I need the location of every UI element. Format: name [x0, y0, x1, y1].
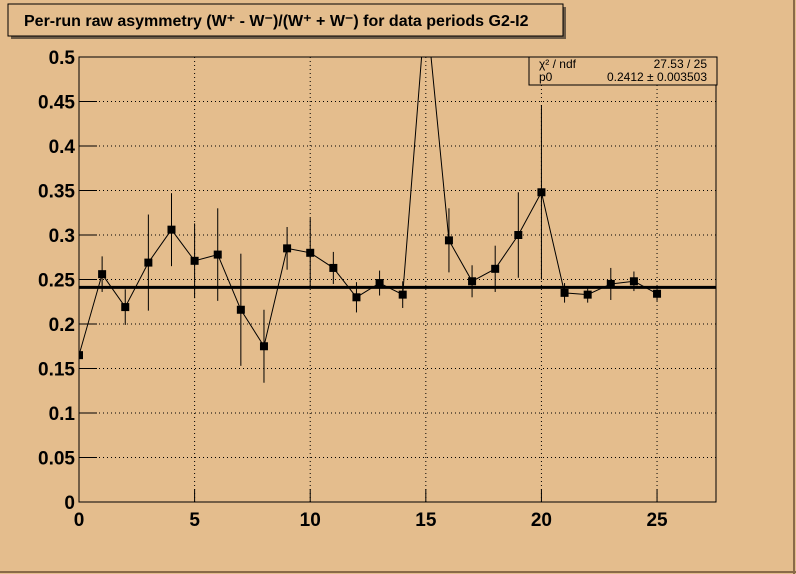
- data-point: [98, 270, 107, 279]
- data-point: [444, 236, 453, 245]
- data-point: [583, 290, 592, 299]
- y-tick-label: 0.5: [49, 48, 76, 69]
- x-tick-label: 25: [646, 510, 668, 531]
- stats-chi2-value: 27.53 / 25: [654, 57, 708, 71]
- y-tick-label: 0: [64, 493, 75, 514]
- stats-param-label: p0: [539, 70, 553, 84]
- y-tick-label: 0.2: [49, 315, 75, 336]
- data-point: [514, 231, 523, 239]
- x-tick-label: 0: [74, 510, 85, 531]
- y-tick-label: 0.25: [38, 271, 75, 292]
- data-point: [629, 277, 638, 286]
- data-point: [560, 288, 569, 297]
- data-point: [352, 293, 361, 302]
- x-tick-label: 5: [189, 510, 200, 531]
- data-point: [468, 277, 477, 286]
- stats-box: [528, 56, 718, 86]
- data-point: [398, 290, 407, 299]
- y-tick-label: 0.3: [49, 226, 75, 247]
- y-tick-label: 0.45: [38, 93, 75, 114]
- stats-chi2-label: χ² / ndf: [539, 57, 577, 71]
- x-tick-label: 20: [531, 510, 552, 531]
- stats-param-value: 0.2412 ± 0.003503: [607, 70, 707, 84]
- y-tick-label: 0.4: [49, 137, 76, 158]
- plot-data: [79, 57, 716, 383]
- chart-title: Per-run raw asymmetry (W⁺ - W⁻)/(W⁺ + W⁻…: [24, 13, 529, 30]
- data-point: [79, 351, 83, 360]
- data-point: [144, 258, 153, 267]
- data-point: [259, 342, 268, 351]
- data-point: [167, 225, 176, 234]
- y-tick-label: 0.15: [38, 360, 75, 381]
- y-tick-label: 0.35: [38, 182, 75, 203]
- data-point: [283, 244, 292, 253]
- data-point: [236, 305, 245, 314]
- series-line: [79, 57, 658, 356]
- y-tick-label: 0.1: [49, 404, 76, 425]
- data-point: [606, 279, 615, 288]
- data-point: [491, 264, 500, 273]
- x-tick-label: 10: [300, 510, 321, 531]
- data-point: [537, 188, 546, 197]
- x-tick-label: 15: [415, 510, 437, 531]
- y-tick-label: 0.05: [38, 449, 75, 470]
- data-point: [121, 303, 130, 312]
- data-point: [375, 279, 384, 288]
- data-point: [190, 256, 199, 265]
- data-point: [329, 263, 338, 272]
- data-point: [213, 250, 222, 259]
- data-point: [653, 289, 662, 298]
- title-box: [7, 3, 564, 37]
- plot-layer: 0 0.05 0.1 0.15 0.2 0.25 0.3 0.35 0.4 0.45 0.5 0 5 10…: [38, 48, 716, 531]
- plot-frame: [78, 56, 717, 503]
- data-point: [306, 248, 315, 257]
